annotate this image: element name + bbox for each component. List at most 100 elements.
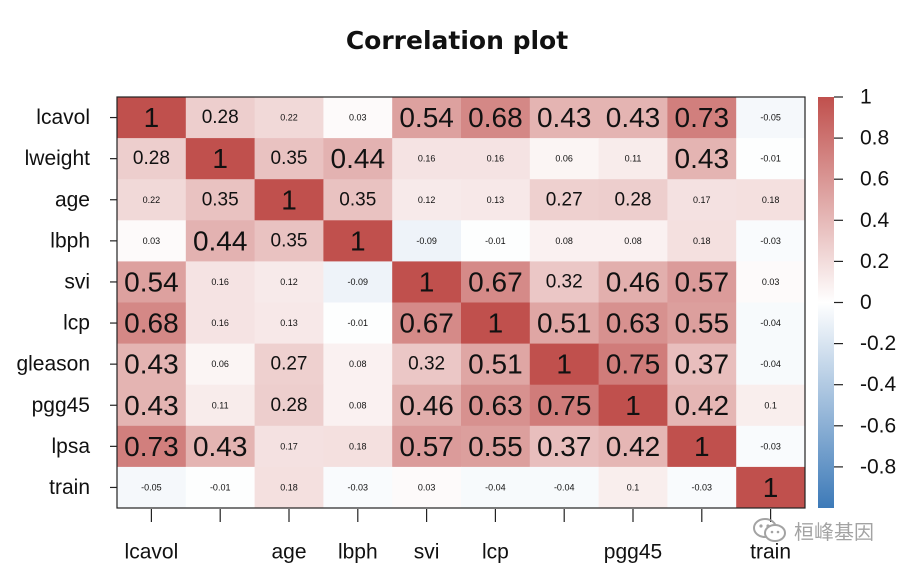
cell-value-label: 1 [488,308,504,339]
cell-value-label: 1 [763,472,779,503]
y-tick-label: lpsa [51,435,90,458]
heatmap-cell [392,179,462,221]
y-tick-label: gleason [16,353,90,376]
cell-value-label: -0.05 [141,482,162,492]
cell-value-label: -0.04 [485,482,506,492]
heatmap-cell [323,425,393,468]
cell-value-label: 0.73 [124,431,179,462]
y-tick-label: pgg45 [32,394,90,417]
heatmap-cell [736,138,806,180]
cell-value-label: 0.03 [349,113,367,123]
cell-value-label: 0.37 [537,431,592,462]
colorbar-tick-label: 0 [860,291,872,314]
cell-value-label: -0.03 [692,482,713,492]
cell-value-label: 0.16 [211,277,229,287]
cell-value-label: 0.18 [693,236,711,246]
cell-value-label: 0.28 [615,189,652,210]
cell-value-label: 0.73 [675,102,730,133]
heatmap-cell [461,343,531,386]
cell-value-label: 0.08 [624,236,642,246]
heatmap-cell [598,384,668,427]
cell-value-label: 0.63 [468,390,523,421]
cell-value-label: 1 [212,143,228,174]
cell-value-label: 0.37 [675,349,730,380]
cell-value-label: 0.13 [280,318,298,328]
cell-value-label: 0.08 [555,236,573,246]
heatmap-cell [323,220,393,262]
heatmap-cell [598,97,668,139]
cell-value-label: 0.63 [606,308,661,339]
heatmap-cell [598,343,668,386]
cell-value-label: 0.06 [211,359,229,369]
heatmap-cell [667,466,737,509]
heatmap-cell [461,138,531,180]
heatmap-cell [598,425,668,468]
heatmap-cell [254,220,324,262]
cell-value-label: 0.1 [627,482,640,492]
cell-value-label: -0.01 [760,154,781,164]
heatmap-cell [392,425,462,468]
cell-value-label: 0.42 [675,390,730,421]
x-tick-label: lcavol [125,541,179,564]
cell-value-label: 0.43 [675,143,730,174]
heatmap-cell [185,97,256,139]
heatmap-cell [461,261,531,303]
y-tick-label: svi [64,270,90,293]
heatmap-cell [598,179,668,221]
heatmap-cell [529,343,600,386]
cell-value-label: 0.54 [124,266,179,297]
heatmap-cell [185,384,256,427]
heatmap-cell [736,466,806,509]
cell-value-label: 0.27 [271,354,308,375]
cell-value-label: -0.09 [348,277,369,287]
cell-value-label: 0.11 [212,400,229,410]
heatmap-cell [185,220,256,262]
cell-value-label: 0.17 [280,441,298,451]
x-tick-label: svi [414,541,440,564]
watermark-text: 桓峰基因 [794,519,874,544]
y-tick-label: train [49,476,90,499]
heatmap-cell [461,425,531,468]
wechat-icon [753,518,786,542]
heatmap-cell [736,343,806,386]
y-tick-label: lcavol [36,106,90,129]
cell-value-label: -0.03 [760,441,781,451]
heatmap-cell [117,343,187,386]
cell-value-label: -0.01 [348,318,369,328]
cell-value-label: 0.28 [271,395,308,416]
cell-value-label: 1 [556,349,572,380]
x-tick-label: train [750,541,791,564]
heatmap-cell [392,97,462,139]
cell-value-label: 0.43 [606,102,661,133]
cell-value-label: 0.16 [418,154,436,164]
heatmap-cell [736,179,806,221]
cell-value-label: -0.05 [760,113,781,123]
cell-value-label: 0.75 [537,390,592,421]
heatmap-cell [736,220,806,262]
heatmap-cell [736,302,806,345]
heatmap-cell [392,261,462,303]
cell-value-label: 1 [419,266,435,297]
colorbar-tick-label: -0.4 [860,373,897,396]
heatmap-cell [461,384,531,427]
y-tick-label: age [55,188,90,211]
heatmap-cell [392,343,462,386]
cell-value-label: 1 [625,390,641,421]
cell-value-label: 0.68 [124,308,179,339]
cell-value-label: 0.12 [418,195,436,205]
cell-value-label: 0.12 [280,277,298,287]
colorbar-tick-label: -0.8 [860,455,896,478]
chart-title: Correlation plot [345,26,569,55]
x-tick-label: lcp [482,541,509,564]
heatmap-cell [117,138,187,180]
cell-value-label: 1 [350,225,366,256]
heatmap-cell [323,138,393,180]
heatmap-cell [254,261,324,303]
heatmap-cell [392,384,462,427]
heatmap-cell [667,302,737,345]
cell-value-label: 0.67 [468,266,523,297]
heatmap-cell [323,343,393,386]
cell-value-label: 0.43 [537,102,592,133]
cell-value-label: 0.16 [487,154,505,164]
heatmap-cell [185,425,256,468]
